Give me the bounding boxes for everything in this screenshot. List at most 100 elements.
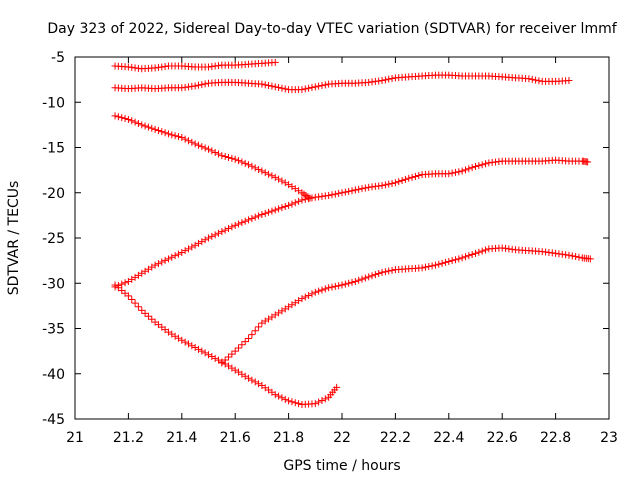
data-point bbox=[298, 196, 306, 204]
data-point bbox=[348, 278, 356, 286]
data-point bbox=[295, 400, 303, 408]
data-point bbox=[385, 75, 393, 83]
data-point bbox=[248, 162, 256, 170]
y-tick-labels: -5 -10 -15 -20 -25 -30 -35 -40 -45 bbox=[42, 50, 65, 428]
data-point bbox=[325, 191, 333, 199]
data-point bbox=[398, 177, 406, 185]
data-point bbox=[288, 398, 296, 406]
data-point bbox=[278, 394, 286, 402]
data-point bbox=[321, 81, 329, 89]
x-tick-label: 21.6 bbox=[220, 430, 251, 446]
x-tick-label: 22.2 bbox=[380, 430, 411, 446]
data-point bbox=[148, 315, 156, 323]
data-point bbox=[198, 347, 206, 355]
data-point bbox=[158, 128, 166, 136]
data-point bbox=[231, 155, 239, 163]
data-point bbox=[425, 263, 433, 271]
data-point bbox=[171, 132, 179, 140]
data-point bbox=[308, 194, 316, 202]
data-point bbox=[228, 154, 236, 162]
data-point bbox=[265, 82, 273, 90]
data-point bbox=[118, 114, 126, 122]
data-point bbox=[418, 264, 426, 272]
data-point bbox=[255, 165, 263, 173]
data-point bbox=[535, 77, 543, 85]
data-point bbox=[151, 261, 159, 269]
data-point bbox=[248, 331, 256, 339]
y-axis-label: SDTVAR / TECUs bbox=[6, 181, 22, 296]
data-point bbox=[281, 179, 289, 187]
data-point bbox=[438, 259, 446, 267]
data-point bbox=[395, 178, 403, 186]
data-point bbox=[584, 158, 592, 166]
data-point bbox=[331, 282, 339, 290]
data-point bbox=[318, 286, 326, 294]
data-point bbox=[455, 168, 463, 176]
data-point bbox=[341, 188, 349, 196]
data-point bbox=[315, 398, 323, 406]
data-point bbox=[328, 191, 336, 199]
data-point bbox=[221, 356, 229, 364]
data-point bbox=[134, 303, 142, 311]
data-point bbox=[138, 306, 146, 314]
data-point bbox=[385, 267, 393, 275]
data-point bbox=[308, 84, 316, 92]
data-point bbox=[171, 252, 179, 260]
data-point bbox=[255, 323, 263, 331]
data-point bbox=[305, 84, 313, 92]
data-point bbox=[208, 147, 216, 155]
data-point bbox=[231, 347, 239, 355]
data-point bbox=[378, 182, 386, 190]
data-point bbox=[335, 282, 343, 290]
data-point bbox=[475, 162, 483, 170]
series-track-3 bbox=[111, 112, 314, 202]
data-point bbox=[285, 397, 293, 405]
data-point bbox=[333, 383, 341, 391]
data-point bbox=[401, 175, 409, 183]
data-point bbox=[388, 179, 396, 187]
data-point bbox=[268, 207, 276, 215]
data-point bbox=[331, 190, 339, 198]
data-point bbox=[138, 121, 146, 129]
data-point bbox=[228, 350, 236, 358]
data-point bbox=[114, 113, 122, 121]
y-tick-label: -30 bbox=[42, 276, 65, 292]
data-point bbox=[184, 340, 192, 348]
data-point bbox=[335, 189, 343, 197]
data-point bbox=[388, 266, 396, 274]
data-point bbox=[154, 127, 162, 135]
data-point bbox=[218, 228, 226, 236]
data-point bbox=[268, 82, 276, 90]
data-point bbox=[188, 342, 196, 350]
data-point bbox=[205, 234, 212, 242]
data-point bbox=[261, 209, 269, 217]
data-point bbox=[161, 129, 169, 137]
y-tick-label: -25 bbox=[42, 231, 65, 247]
data-point bbox=[188, 138, 196, 146]
data-point bbox=[208, 353, 216, 361]
data-point bbox=[586, 255, 594, 263]
data-point bbox=[448, 257, 456, 265]
data-point bbox=[174, 133, 182, 141]
series-track-1 bbox=[111, 58, 279, 73]
data-point bbox=[288, 200, 296, 208]
data-point bbox=[131, 118, 139, 126]
x-tick-label: 21 bbox=[66, 430, 84, 446]
data-point bbox=[238, 341, 246, 349]
data-point bbox=[215, 150, 223, 158]
data-point bbox=[111, 112, 119, 120]
data-point bbox=[478, 161, 486, 169]
data-point bbox=[178, 134, 186, 142]
data-point bbox=[241, 217, 249, 225]
data-point bbox=[565, 251, 573, 259]
data-point bbox=[141, 309, 149, 317]
data-point bbox=[311, 83, 319, 91]
y-tick-label: -15 bbox=[42, 141, 65, 157]
data-point bbox=[231, 221, 239, 229]
data-point bbox=[184, 245, 192, 253]
data-point bbox=[158, 258, 166, 266]
data-point bbox=[191, 140, 199, 148]
data-point bbox=[318, 396, 326, 404]
data-point bbox=[198, 143, 206, 151]
data-point bbox=[321, 395, 329, 403]
